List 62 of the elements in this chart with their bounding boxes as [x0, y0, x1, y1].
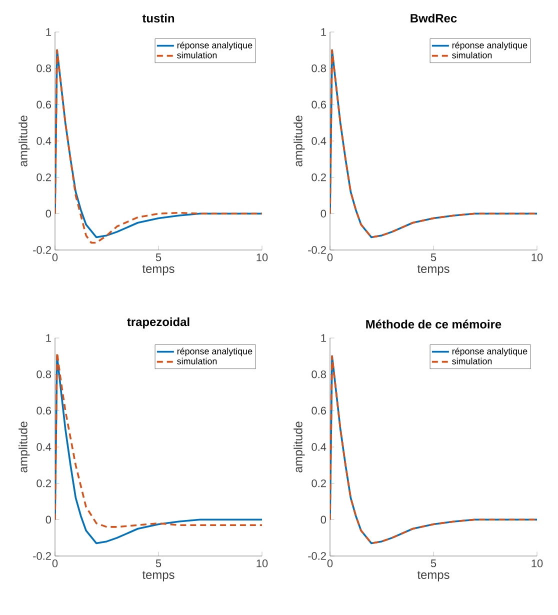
chart-title: Méthode de ce mémoire	[366, 320, 502, 328]
y-tick-label: 0.8	[312, 64, 326, 72]
y-tick-label: -0.2	[308, 552, 326, 560]
y-axis-title: amplitude	[18, 116, 30, 166]
y-tick-label: -0.2	[33, 552, 51, 560]
chart-title: tustin	[142, 14, 174, 22]
x-tick-label: 5	[430, 560, 436, 568]
y-tick-label: 0.6	[312, 100, 326, 109]
y-tick-label: 0.8	[36, 64, 51, 72]
x-tick-label: 10	[256, 560, 268, 568]
x-tick-label: 5	[156, 560, 162, 568]
legend-label: réponse analytique	[452, 42, 528, 50]
y-axis-title: amplitude	[294, 422, 305, 472]
y-tick-label: 0.2	[312, 173, 326, 182]
y-tick-label: 0.4	[36, 443, 52, 451]
y-tick-label: 0.2	[36, 173, 51, 182]
y-axis-title: amplitude	[294, 116, 305, 166]
y-tick-label: 0.6	[36, 406, 51, 415]
legend-label: simulation	[177, 358, 217, 364]
x-axis-title: temps	[417, 571, 450, 582]
x-axis-title: temps	[417, 265, 450, 276]
x-axis-title: temps	[142, 571, 174, 582]
y-tick-label: 0.6	[312, 406, 326, 415]
x-tick-label: 5	[430, 254, 436, 262]
y-tick-label: 0.8	[312, 370, 326, 378]
y-tick-label: 0	[320, 516, 326, 524]
x-tick-label: 0	[327, 254, 333, 262]
y-tick-label: 0.8	[36, 370, 51, 378]
y-tick-label: -0.2	[33, 246, 51, 254]
y-tick-label: 0.4	[312, 443, 326, 451]
y-tick-label: 0.6	[36, 100, 51, 109]
x-axis-title: temps	[142, 265, 174, 276]
y-tick-label: 0.4	[36, 137, 52, 145]
y-axis-title: amplitude	[18, 422, 30, 472]
y-tick-label: 0.2	[312, 479, 326, 488]
line-series	[330, 49, 538, 238]
y-tick-label: 0.2	[36, 479, 51, 488]
legend-label: simulation	[452, 52, 492, 58]
y-tick-label: 0	[46, 516, 52, 524]
x-tick-label: 0	[52, 254, 58, 262]
y-tick-label: 1	[321, 28, 326, 36]
x-tick-label: 10	[532, 254, 543, 262]
y-tick-label: 1	[46, 334, 51, 342]
y-tick-label: 0.4	[312, 137, 326, 145]
chart-title: BwdRec	[410, 14, 457, 22]
x-tick-label: 10	[256, 254, 268, 262]
y-tick-label: -0.2	[308, 246, 326, 254]
x-tick-label: 0	[327, 560, 333, 568]
legend-label: simulation	[452, 358, 492, 364]
legend-label: réponse analytique	[177, 42, 252, 50]
y-tick-label: 0	[46, 210, 52, 218]
y-tick-label: 0	[320, 210, 326, 218]
x-tick-label: 0	[52, 560, 58, 568]
legend-label: simulation	[177, 52, 217, 58]
y-tick-label: 1	[46, 28, 51, 36]
chart-title: trapezoidal	[127, 317, 190, 329]
legend-label: réponse analytique	[452, 348, 528, 356]
x-tick-label: 5	[156, 254, 162, 262]
line-series	[330, 355, 538, 544]
x-tick-label: 10	[532, 560, 543, 568]
legend-label: réponse analytique	[177, 348, 252, 356]
y-tick-label: 1	[321, 334, 326, 342]
